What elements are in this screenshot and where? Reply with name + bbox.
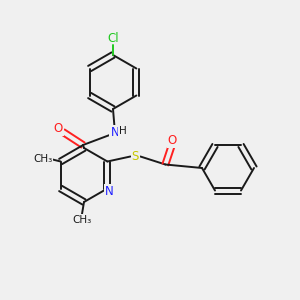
Text: O: O xyxy=(53,122,63,134)
Text: O: O xyxy=(168,134,177,147)
Text: H: H xyxy=(119,126,127,136)
Text: CH₃: CH₃ xyxy=(33,154,52,164)
Text: CH₃: CH₃ xyxy=(72,215,92,225)
Text: N: N xyxy=(111,127,119,140)
Text: Cl: Cl xyxy=(107,32,119,46)
Text: S: S xyxy=(132,150,139,163)
Text: N: N xyxy=(105,185,114,198)
